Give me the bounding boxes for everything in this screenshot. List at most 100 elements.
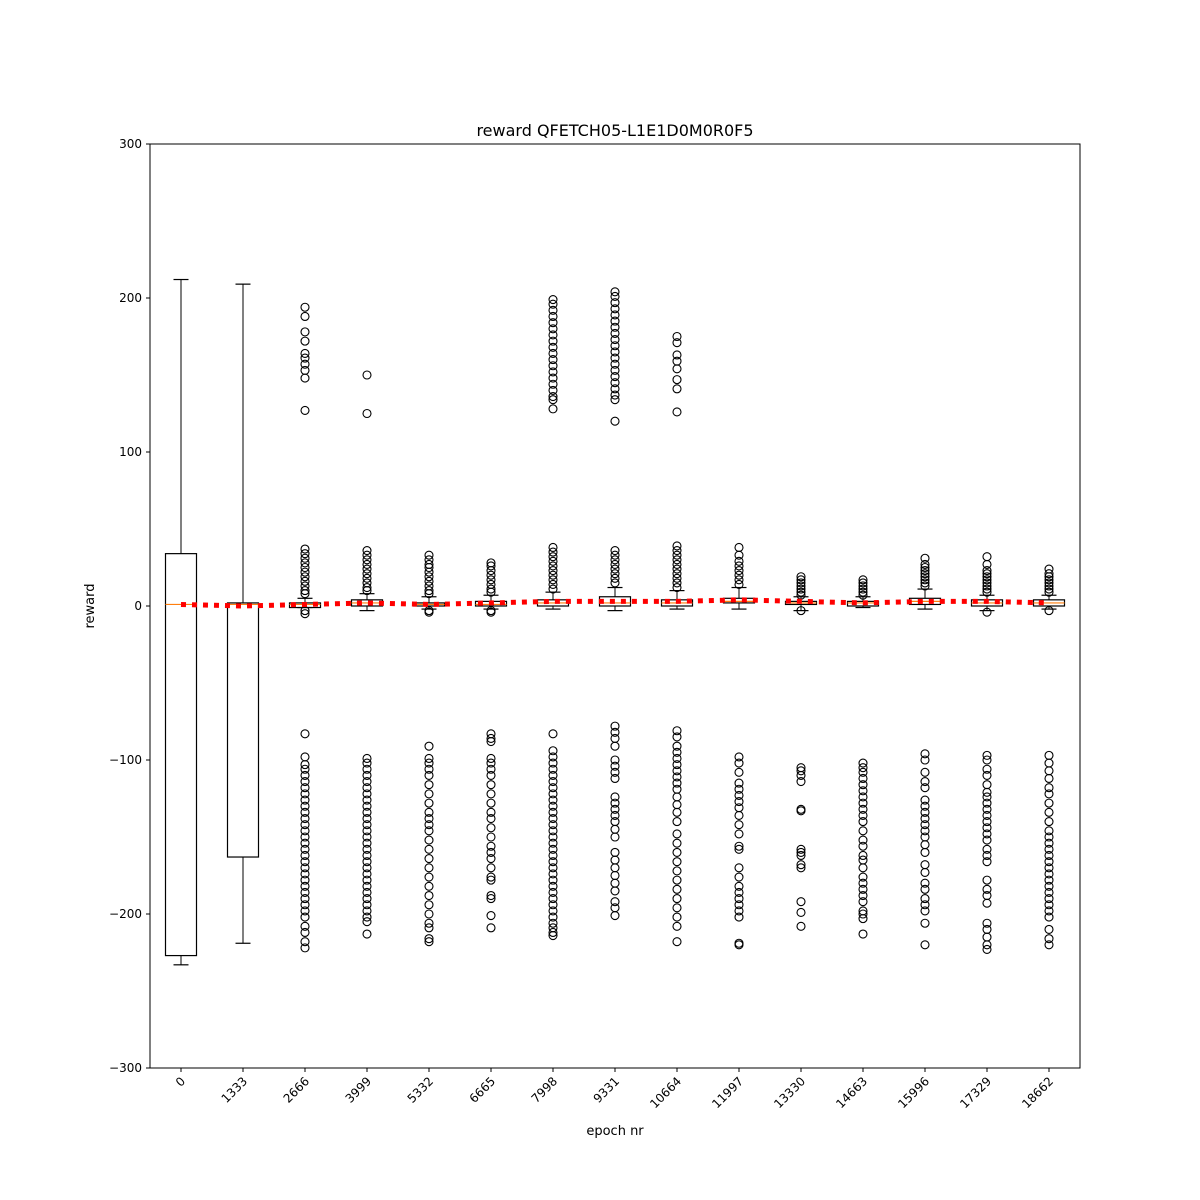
outlier-point [610, 855, 620, 865]
outlier-point [424, 589, 434, 599]
outlier-point [920, 777, 930, 787]
outlier-point [920, 801, 930, 811]
outlier-point [424, 890, 434, 901]
outlier-point [796, 581, 806, 591]
outlier-point [734, 570, 744, 580]
outlier-point [610, 761, 620, 771]
outlier-point [734, 797, 744, 807]
outlier-point [982, 898, 992, 908]
outlier-point [672, 350, 682, 360]
outlier-point [548, 367, 558, 377]
outlier-point [362, 807, 372, 817]
outlier-point [610, 335, 620, 345]
outlier-point [610, 287, 620, 297]
outlier-point [610, 863, 620, 873]
outlier-point [1044, 850, 1054, 861]
outlier-point [300, 777, 310, 787]
outlier-point [486, 770, 496, 780]
outlier-point [424, 900, 434, 910]
outlier-point [1044, 584, 1054, 594]
outlier-point [610, 870, 620, 881]
outlier-point [796, 844, 806, 854]
outlier-point [672, 829, 682, 839]
outlier-point [920, 553, 930, 563]
outlier-point [610, 416, 620, 426]
outlier-point [300, 906, 310, 916]
outlier-point [610, 767, 620, 777]
outlier-point [300, 844, 310, 854]
outlier-point [734, 575, 744, 585]
outlier-point [672, 732, 682, 742]
outlier-point [300, 365, 310, 375]
outlier-point [548, 795, 558, 805]
outlier-point [1044, 789, 1054, 799]
box-15996 [908, 553, 942, 950]
outlier-point [982, 569, 992, 579]
outlier-point [734, 841, 744, 851]
outlier-point [548, 813, 558, 824]
outlier-point [362, 789, 372, 799]
outlier-point [672, 937, 682, 947]
outlier-point [672, 555, 682, 565]
outlier-point [362, 764, 372, 774]
outlier-point [858, 872, 868, 882]
outlier-point [424, 923, 434, 933]
outlier-point [796, 860, 806, 870]
outlier-point [858, 763, 868, 773]
outlier-point [920, 572, 930, 582]
outlier-point [982, 780, 992, 790]
outlier-point [362, 929, 372, 939]
outlier-point [424, 918, 434, 928]
outlier-point [548, 361, 558, 371]
outlier-point [672, 375, 682, 385]
outlier-point [610, 733, 620, 743]
x-tick-label: 2666 [281, 1074, 312, 1105]
outlier-point [362, 826, 372, 836]
outlier-point [548, 764, 558, 774]
outlier-point [486, 607, 496, 617]
outlier-point [486, 764, 496, 774]
box-14663 [846, 575, 880, 939]
outlier-point [858, 780, 868, 790]
outlier-point [610, 564, 620, 574]
outlier-point [362, 863, 372, 873]
outlier-point [610, 824, 620, 834]
outlier-point [362, 783, 372, 793]
outlier-point [300, 336, 310, 346]
outlier-point [486, 841, 496, 851]
outlier-point [796, 578, 806, 588]
outlier-point [548, 729, 558, 739]
outlier-point [300, 912, 310, 922]
outlier-point [858, 584, 868, 594]
outlier-point [486, 789, 496, 799]
outlier-point [548, 547, 558, 557]
x-tick-label: 5332 [405, 1074, 436, 1105]
outlier-point [734, 912, 744, 922]
outlier-point [362, 408, 372, 419]
y-tick-label: −300 [109, 1061, 142, 1075]
outlier-point [858, 792, 868, 802]
outlier-point [362, 869, 372, 879]
outlier-point [424, 835, 434, 845]
outlier-point [548, 570, 558, 580]
axes: −300 −200 −100 0 100 200 300 0 1333 2666 3999 5332 6… [109, 137, 1056, 1111]
outlier-point [610, 832, 620, 842]
outlier-point [858, 773, 868, 784]
outlier-point [734, 844, 744, 854]
outlier-point [424, 807, 434, 817]
outlier-point [486, 561, 496, 571]
outlier-point [486, 863, 496, 873]
outlier-point [424, 863, 434, 873]
outlier-point [300, 562, 310, 573]
outlier-point [858, 884, 868, 894]
outlier-point [300, 558, 310, 568]
outlier-point [486, 807, 496, 817]
outlier-point [796, 572, 806, 582]
outlier-point [486, 923, 496, 933]
outlier-point [548, 927, 558, 938]
outlier-point [672, 784, 682, 794]
outlier-point [734, 803, 744, 813]
outlier-point [982, 770, 992, 780]
outlier-point [672, 857, 682, 867]
outlier-point [424, 581, 434, 591]
